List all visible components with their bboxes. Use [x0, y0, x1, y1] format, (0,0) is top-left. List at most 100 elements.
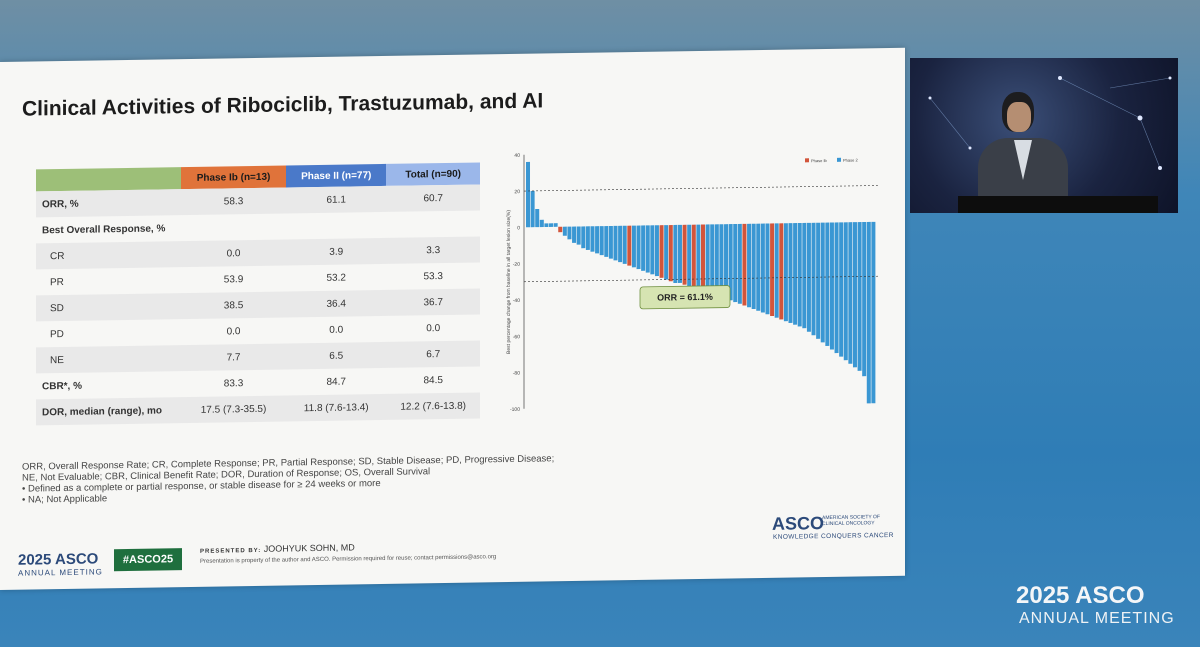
- cell-value: 7.7: [181, 343, 287, 372]
- cell-value: 0.0: [226, 325, 241, 337]
- waterfall-bar: [618, 225, 623, 263]
- legend-label-phase-ib: Phase Ib: [811, 158, 828, 163]
- waterfall-bar: [558, 226, 563, 233]
- waterfall-bar: [852, 222, 857, 368]
- waterfall-bar: [728, 224, 733, 301]
- waterfall-bar: [848, 222, 853, 364]
- cell-value: [286, 212, 386, 240]
- slide-title: Clinical Activities of Ribociclib, Trast…: [22, 89, 544, 121]
- waterfall-bar: [650, 225, 655, 275]
- row-label: DOR, median (range), mo: [36, 397, 181, 426]
- y-tick-label: -40: [513, 298, 520, 304]
- cell-value: [181, 214, 286, 242]
- presentation-slide: Clinical Activities of Ribociclib, Trast…: [0, 47, 905, 590]
- legend-swatch-phase-ib: [805, 158, 809, 163]
- waterfall-bar: [779, 223, 784, 320]
- speaker-camera-feed: [910, 58, 1178, 213]
- waterfall-bar: [862, 221, 867, 377]
- footnotes: ORR, Overall Response Rate; CR, Complete…: [22, 453, 582, 505]
- waterfall-bar: [535, 208, 540, 228]
- property-note: Presentation is property of the author a…: [200, 554, 497, 565]
- asco-tagline: KNOWLEDGE CONQUERS CANCER: [773, 531, 894, 541]
- waterfall-bar: [811, 222, 816, 336]
- asco-logo: ASCO: [772, 513, 825, 534]
- waterfall-bar: [705, 224, 710, 292]
- table-row: DOR, median (range), mo 17.5 (7.3-35.5) …: [36, 392, 480, 426]
- waterfall-bar: [783, 223, 788, 322]
- waterfall-bar: [825, 222, 830, 346]
- waterfall-bar: [595, 226, 600, 254]
- waterfall-bar: [627, 225, 632, 266]
- waterfall-bar: [654, 225, 659, 277]
- waterfall-bar: [590, 226, 595, 252]
- table-header-total: Total (n=90): [386, 162, 480, 186]
- row-label: NE: [36, 345, 181, 374]
- asco-full-name: AMERICAN SOCIETY OF CLINICAL ONCOLOGY: [822, 514, 880, 528]
- waterfall-bar: [622, 225, 627, 264]
- waterfall-bar: [733, 223, 738, 303]
- cell-value: 84.5: [423, 374, 443, 386]
- waterfall-bar: [604, 226, 609, 257]
- waterfall-bar: [526, 161, 531, 228]
- waterfall-bar: [687, 224, 692, 287]
- waterfall-bar: [742, 223, 747, 306]
- waterfall-bar: [581, 226, 586, 249]
- waterfall-chart: 40 20 0 -20 -40 -60 -80 -100 Best percentage cha…: [506, 153, 878, 413]
- reference-line: [524, 185, 878, 192]
- waterfall-bar: [737, 223, 742, 304]
- waterfall-bar: [797, 222, 802, 327]
- waterfall-bar: [599, 226, 604, 256]
- waterfall-bar: [636, 225, 641, 270]
- row-label: Best Overall Response, %: [42, 222, 166, 236]
- waterfall-bar: [843, 222, 848, 361]
- waterfall-bar: [608, 225, 613, 259]
- row-label: PD: [50, 328, 64, 340]
- cell-value: 0.0: [181, 239, 287, 268]
- waterfall-bar: [857, 222, 862, 371]
- row-label: PR: [50, 276, 64, 288]
- waterfall-bar: [834, 222, 839, 354]
- orr-annotation-box: [639, 285, 731, 310]
- cell-value: 0.0: [329, 324, 344, 336]
- waterfall-bar: [756, 223, 761, 311]
- legend-label-phase-ii: Phase 2: [843, 158, 858, 163]
- waterfall-bar: [553, 223, 558, 227]
- y-tick-label: -20: [513, 262, 520, 268]
- waterfall-bar: [567, 226, 572, 240]
- waterfall-bar: [765, 223, 770, 315]
- waterfall-bar: [544, 223, 549, 228]
- speaker-face: [1007, 102, 1031, 132]
- table-header-phase-ii: Phase II (n=77): [286, 163, 387, 188]
- cell-value: 53.9: [223, 273, 244, 285]
- cell-value: 53.3: [423, 270, 443, 282]
- waterfall-bar: [802, 222, 807, 329]
- waterfall-bar: [572, 226, 577, 243]
- row-label: CBR*, %: [42, 380, 83, 392]
- presenter-line: PRESENTED BY: JOOHYUK SOHN, MD: [200, 542, 355, 554]
- waterfall-bar: [724, 224, 729, 299]
- cell-value: 53.2: [326, 272, 346, 284]
- response-table: Phase Ib (n=13) Phase II (n=77) Total (n…: [36, 162, 480, 426]
- cell-value: 3.9: [286, 237, 387, 266]
- waterfall-bar: [751, 223, 756, 310]
- hashtag-badge: #ASCO25: [114, 548, 182, 572]
- row-label: ORR, %: [36, 189, 181, 218]
- row-label: CR: [36, 241, 181, 270]
- waterfall-bar: [770, 223, 775, 317]
- podium: [958, 196, 1158, 213]
- waterfall-bar: [530, 190, 535, 228]
- waterfall-bar: [539, 219, 544, 228]
- cell-value: 3.3: [386, 236, 480, 264]
- waterfall-bar: [866, 221, 871, 404]
- y-tick-label: -100: [510, 407, 520, 413]
- waterfall-bar: [673, 224, 678, 284]
- waterfall-bar: [760, 223, 765, 313]
- waterfall-bar: [664, 225, 669, 280]
- cell-value: 38.5: [181, 291, 287, 320]
- waterfall-bar: [793, 223, 798, 325]
- cell-value: 60.7: [386, 184, 480, 212]
- waterfall-bar: [701, 224, 706, 290]
- legend-swatch-phase-ii: [837, 157, 841, 162]
- y-axis-label: Best percentage change from baseline in …: [506, 210, 512, 354]
- presented-label: PRESENTED BY:: [200, 547, 262, 555]
